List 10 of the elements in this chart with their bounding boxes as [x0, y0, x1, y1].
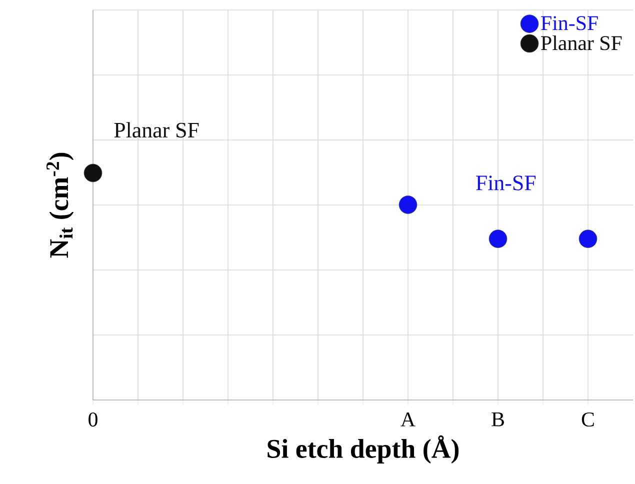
text: Planar SF — [114, 122, 199, 138]
annotation: Fin-SF — [476, 176, 536, 190]
legend-label: Fin-SF — [541, 16, 598, 30]
x-tick-label: 0 — [88, 412, 98, 427]
x-tick-label: A — [400, 412, 416, 426]
x-tick-label: C — [582, 412, 594, 427]
y-axis-title: N$_{it}$ (cm$^{-2}$) — [46, 152, 74, 258]
x-axis-title: Si etch depth (Å) — [268, 435, 459, 464]
x-tick-label: B — [492, 412, 504, 426]
legend-label: Planar SF — [541, 35, 622, 50]
